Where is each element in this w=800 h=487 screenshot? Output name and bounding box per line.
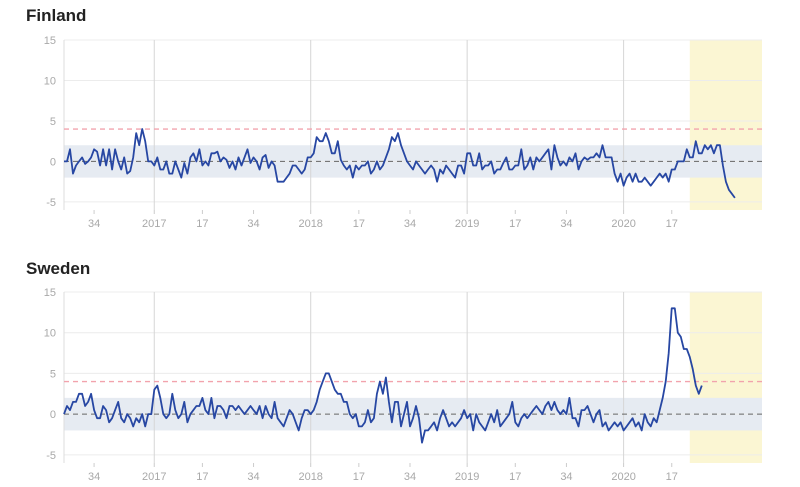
x-tick-label: 2017	[142, 218, 166, 230]
x-tick-label: 17	[353, 218, 365, 230]
x-tick-label: 34	[247, 218, 259, 230]
x-tick-label: 2019	[455, 471, 479, 483]
x-tick-label: 2020	[611, 218, 635, 230]
x-tick-label: 34	[88, 218, 100, 230]
y-tick-label: 15	[44, 287, 56, 299]
x-tick-label: 17	[196, 471, 208, 483]
y-tick-label: 15	[44, 35, 56, 47]
highlight-region	[689, 292, 762, 463]
sweden-panel: Sweden 15 10 5 0 -5 34 2017 17 34 2018 17 34 2019 17 3…	[0, 253, 800, 487]
finland-chart: 15 10 5 0 -5 34 2017 17 34 2018 17 34 2019 17 34 2020 17	[44, 35, 762, 230]
x-tick-label: 2019	[455, 218, 479, 230]
x-tick-label: 2020	[611, 471, 635, 483]
finland-panel: Finland 15 10 5 0 -5 34 2017 17 34 2018 17 34 2019 17…	[0, 0, 800, 240]
y-tick-label: 5	[50, 368, 56, 380]
highlight-region	[689, 40, 762, 210]
x-tick-label: 17	[196, 218, 208, 230]
series-line	[64, 128, 736, 199]
chart-title: Sweden	[26, 259, 91, 278]
y-tick-label: -5	[46, 197, 56, 209]
x-tick-label: 2017	[142, 471, 166, 483]
series-line	[63, 307, 703, 444]
y-tick-label: 0	[50, 409, 56, 421]
x-tick-label: 34	[404, 471, 416, 483]
chart-title: Finland	[26, 6, 87, 25]
y-tick-label: 10	[44, 328, 56, 340]
x-tick-label: 2018	[298, 471, 322, 483]
x-tick-label: 34	[88, 471, 100, 483]
x-tick-label: 34	[404, 218, 416, 230]
x-tick-label: 17	[666, 218, 678, 230]
x-tick-label: 2018	[298, 218, 322, 230]
x-tick-label: 17	[353, 471, 365, 483]
x-tick-label: 34	[560, 218, 572, 230]
sweden-chart: 15 10 5 0 -5 34 2017 17 34 2018 17 34 2019 17 34 2020 17	[44, 287, 762, 483]
y-tick-label: 5	[50, 116, 56, 128]
x-tick-label: 17	[509, 218, 521, 230]
x-tick-label: 34	[560, 471, 572, 483]
x-tick-label: 17	[509, 471, 521, 483]
y-tick-label: 0	[50, 156, 56, 168]
x-tick-label: 17	[666, 471, 678, 483]
x-tick-label: 34	[247, 471, 259, 483]
y-tick-label: -5	[46, 450, 56, 462]
y-tick-label: 10	[44, 75, 56, 87]
